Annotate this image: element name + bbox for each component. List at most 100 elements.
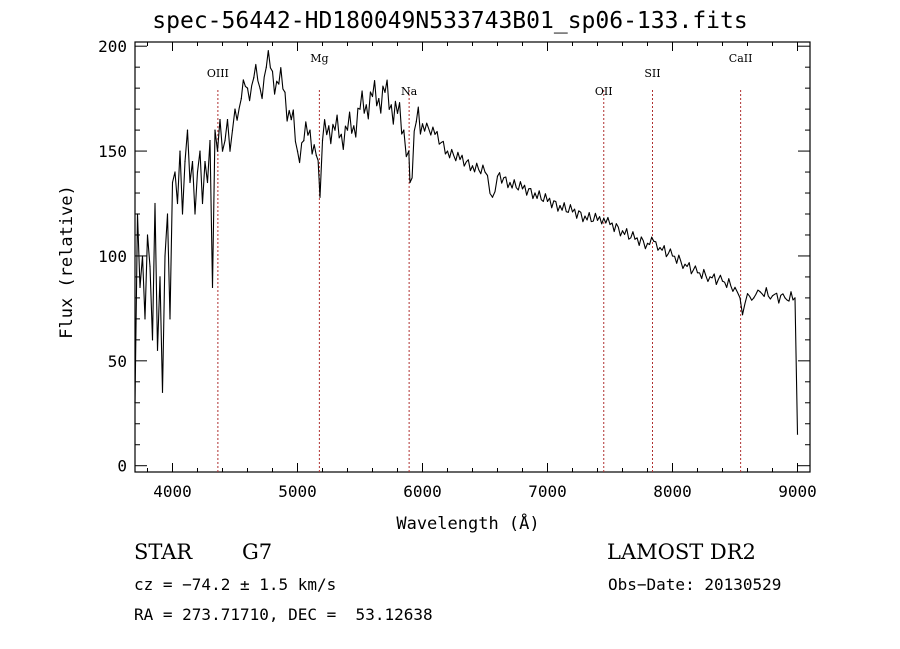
spectrum-point (144, 318, 146, 320)
spectrum-point (496, 175, 499, 177)
y-tick-label: 200 (98, 37, 127, 56)
spectrum-point (319, 196, 321, 198)
spectrum-point (353, 125, 355, 127)
line-marker-label: OIII (207, 67, 229, 80)
spectrum-point (409, 181, 411, 184)
spectrum-point (759, 291, 761, 293)
spectrum-point (189, 181, 191, 184)
spectrum-point (224, 140, 226, 142)
redshift-velocity: cz = −74.2 ± 1.5 km/s (134, 575, 337, 594)
line-marker-label: CaII (729, 52, 753, 65)
y-tick-label: 0 (117, 457, 127, 476)
spectrum-point (471, 165, 474, 167)
line-marker-label: OII (595, 85, 613, 98)
spectrum-point (408, 150, 410, 152)
spectrum-point (334, 129, 336, 131)
spectrum-point (359, 108, 361, 110)
spectrum-point (253, 77, 255, 79)
spectrum-point (340, 133, 342, 135)
line-marker-label: Mg (310, 52, 328, 65)
spectrum-point (166, 213, 169, 215)
spectrum-point (741, 314, 744, 316)
observation-date: Obs−Date: 20130529 (608, 575, 782, 594)
spectrum-point (221, 150, 224, 152)
spectrum-point (199, 150, 201, 152)
spectrum-point (384, 91, 386, 93)
spectrum-point (321, 140, 324, 142)
spectrum-point (246, 87, 249, 89)
spectrum-point (191, 161, 194, 163)
spectrum-point (328, 125, 330, 127)
spectrum-point (721, 280, 724, 282)
spectrum-point (434, 133, 436, 135)
chart-title: spec-56442-HD180049N533743B01_sp06-133.f… (152, 8, 748, 34)
spectrum-point (265, 66, 267, 68)
spectrum-point (234, 108, 236, 110)
spectrum-point (171, 181, 174, 184)
x-axis-label: Wavelength (Å) (396, 512, 539, 534)
x-tick-label: 6000 (403, 482, 442, 501)
spectrum-point (159, 276, 161, 278)
spectrum-point (653, 240, 655, 242)
spectrum-point (396, 112, 399, 114)
spectrum-point (753, 297, 755, 299)
spectrum-line (134, 49, 799, 435)
x-tick-label: 5000 (278, 482, 317, 501)
spectrum-point (784, 297, 786, 299)
x-tick-label: 9000 (778, 482, 817, 501)
spectrum-point (415, 121, 417, 123)
spectrum-point (446, 150, 449, 152)
spectrum-point (534, 192, 536, 194)
x-tick-label: 8000 (653, 482, 692, 501)
spectrum-point (154, 202, 156, 205)
spectrum-point (151, 339, 154, 341)
spectrum-point (365, 104, 367, 106)
spectrum-point (139, 286, 141, 288)
spectrum-point (746, 293, 749, 295)
spectrum-point (146, 234, 149, 236)
spectrum-point (194, 213, 196, 215)
y-tick-label: 150 (98, 142, 127, 161)
spectrum-point (196, 171, 199, 173)
spectrum-point (509, 181, 511, 184)
spectrum-point (296, 150, 299, 152)
spectrum-point (309, 129, 311, 131)
coordinates: RA = 273.71710, DEC = 53.12638 (134, 605, 433, 624)
spectrum-point (219, 119, 221, 121)
spectrum-point (794, 297, 796, 299)
spectrum-point (271, 70, 274, 72)
plot-frame (134, 41, 811, 473)
spectrum-point (634, 238, 636, 240)
spectrum-point (546, 200, 549, 202)
spectrum-point (161, 391, 164, 393)
spectrum-point (771, 295, 774, 297)
spectrum-point (571, 211, 574, 213)
spectrum-point (149, 265, 151, 267)
spectrum-point (231, 129, 234, 131)
spectrum-point (403, 129, 405, 131)
spectrum-point (421, 123, 424, 125)
spectrum-series (134, 49, 799, 435)
spectrum-point (201, 202, 204, 205)
spectrum-point (174, 171, 176, 173)
spectrum-point (659, 247, 661, 249)
spectrum-point (181, 213, 184, 215)
spectrum-point (559, 205, 561, 207)
object-type: STAR (134, 540, 193, 564)
spectrum-point (459, 158, 461, 161)
spectrum-point (278, 83, 280, 85)
spectrum-point (240, 98, 242, 100)
spectrum-point (796, 433, 799, 435)
spectrum-point (206, 181, 209, 184)
spectrum-point (211, 286, 214, 288)
spectrum-point (671, 255, 674, 257)
spectrum-point (709, 276, 711, 278)
axes (134, 41, 811, 473)
spectrum-point (214, 129, 216, 131)
emission-line-markers: OIII Mg Na OII SII CaII (207, 52, 753, 472)
survey-name: LAMOST DR2 (607, 540, 756, 564)
spectrum-point (521, 188, 524, 190)
x-tick-label: 4000 (153, 482, 192, 501)
spectrum-point (390, 104, 392, 106)
